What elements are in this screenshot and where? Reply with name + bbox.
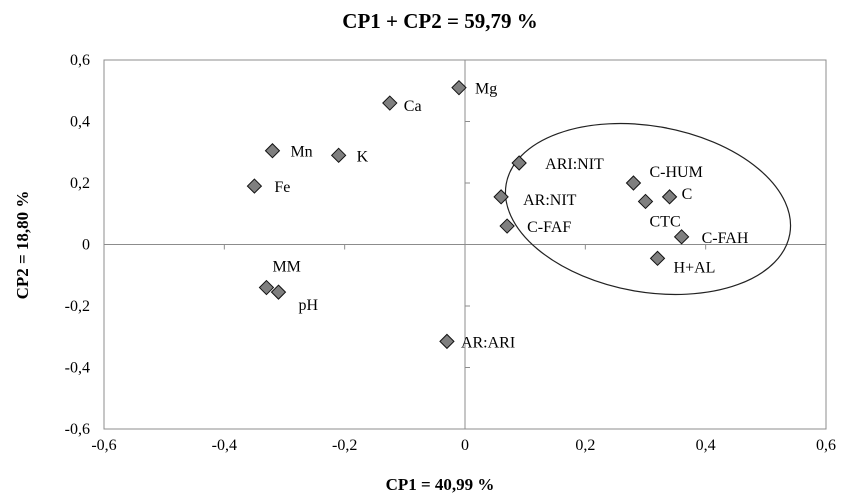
point-label-ar-nit: AR:NIT bbox=[523, 192, 577, 209]
y-axis-title: CP2 = 18,80 % bbox=[13, 191, 32, 300]
point-label-h-al: H+AL bbox=[674, 259, 716, 276]
point-mm bbox=[258, 279, 275, 296]
point-label-mg: Mg bbox=[475, 81, 497, 98]
chart-title: CP1 + CP2 = 59,79 % bbox=[342, 9, 537, 33]
y-tick-label: 0,6 bbox=[70, 52, 90, 69]
point-mg bbox=[451, 79, 467, 96]
point-ar-ari bbox=[439, 333, 455, 350]
x-tick-label: 0 bbox=[461, 437, 469, 454]
x-tick-label: -0,4 bbox=[212, 437, 237, 454]
point-ari-nit bbox=[511, 155, 527, 171]
point-label-c-hum: C-HUM bbox=[649, 164, 702, 181]
y-tick-label: 0,2 bbox=[70, 175, 90, 192]
point-ar-nit bbox=[493, 189, 509, 205]
x-tick-label: -0,2 bbox=[332, 437, 357, 454]
x-tick-label: 0,2 bbox=[575, 437, 595, 454]
point-label-mn: Mn bbox=[290, 144, 312, 161]
point-label-ca: Ca bbox=[404, 98, 422, 115]
point-h-al bbox=[649, 250, 666, 267]
axes: -0,6 -0,4 -0,2 0 0,2 0,4 0,6 0,6 0,4 0,2 0 -0,2 -0,4… bbox=[65, 52, 836, 454]
point-label-ari-nit: ARI:NIT bbox=[545, 156, 604, 173]
point-fe bbox=[246, 178, 263, 194]
point-c-fah bbox=[673, 229, 690, 245]
cluster-ellipse bbox=[504, 122, 792, 296]
x-tick-label: -0,6 bbox=[91, 437, 116, 454]
point-label-k: K bbox=[357, 148, 369, 165]
point-ca bbox=[382, 95, 398, 111]
y-tick-label: 0,4 bbox=[70, 114, 90, 131]
y-tick-label: -0,2 bbox=[65, 298, 90, 315]
point-label-c-faf: C-FAF bbox=[527, 219, 571, 236]
point-label-c-fah: C-FAH bbox=[702, 230, 749, 247]
point-label-ph: pH bbox=[298, 297, 318, 314]
point-label-ar-ari: AR:ARI bbox=[461, 334, 515, 351]
point-ctc bbox=[637, 193, 654, 210]
y-tick-label: 0 bbox=[82, 237, 90, 254]
point-label-c: C bbox=[682, 186, 693, 203]
point-label-mm: MM bbox=[272, 259, 300, 276]
x-tick-label: 0,6 bbox=[816, 437, 836, 454]
point-label-fe: Fe bbox=[274, 179, 290, 196]
point-label-ctc: CTC bbox=[650, 213, 681, 230]
x-axis-title: CP1 = 40,99 % bbox=[386, 475, 495, 494]
point-mn bbox=[264, 143, 281, 159]
y-tick-label: -0,6 bbox=[65, 421, 90, 438]
point-c bbox=[661, 189, 678, 205]
point-k bbox=[330, 147, 347, 164]
x-tick-label: 0,4 bbox=[696, 437, 716, 454]
y-tick-label: -0,4 bbox=[65, 360, 90, 377]
point-ph bbox=[270, 284, 287, 300]
point-c-hum bbox=[625, 175, 642, 191]
point-c-faf bbox=[499, 218, 515, 234]
